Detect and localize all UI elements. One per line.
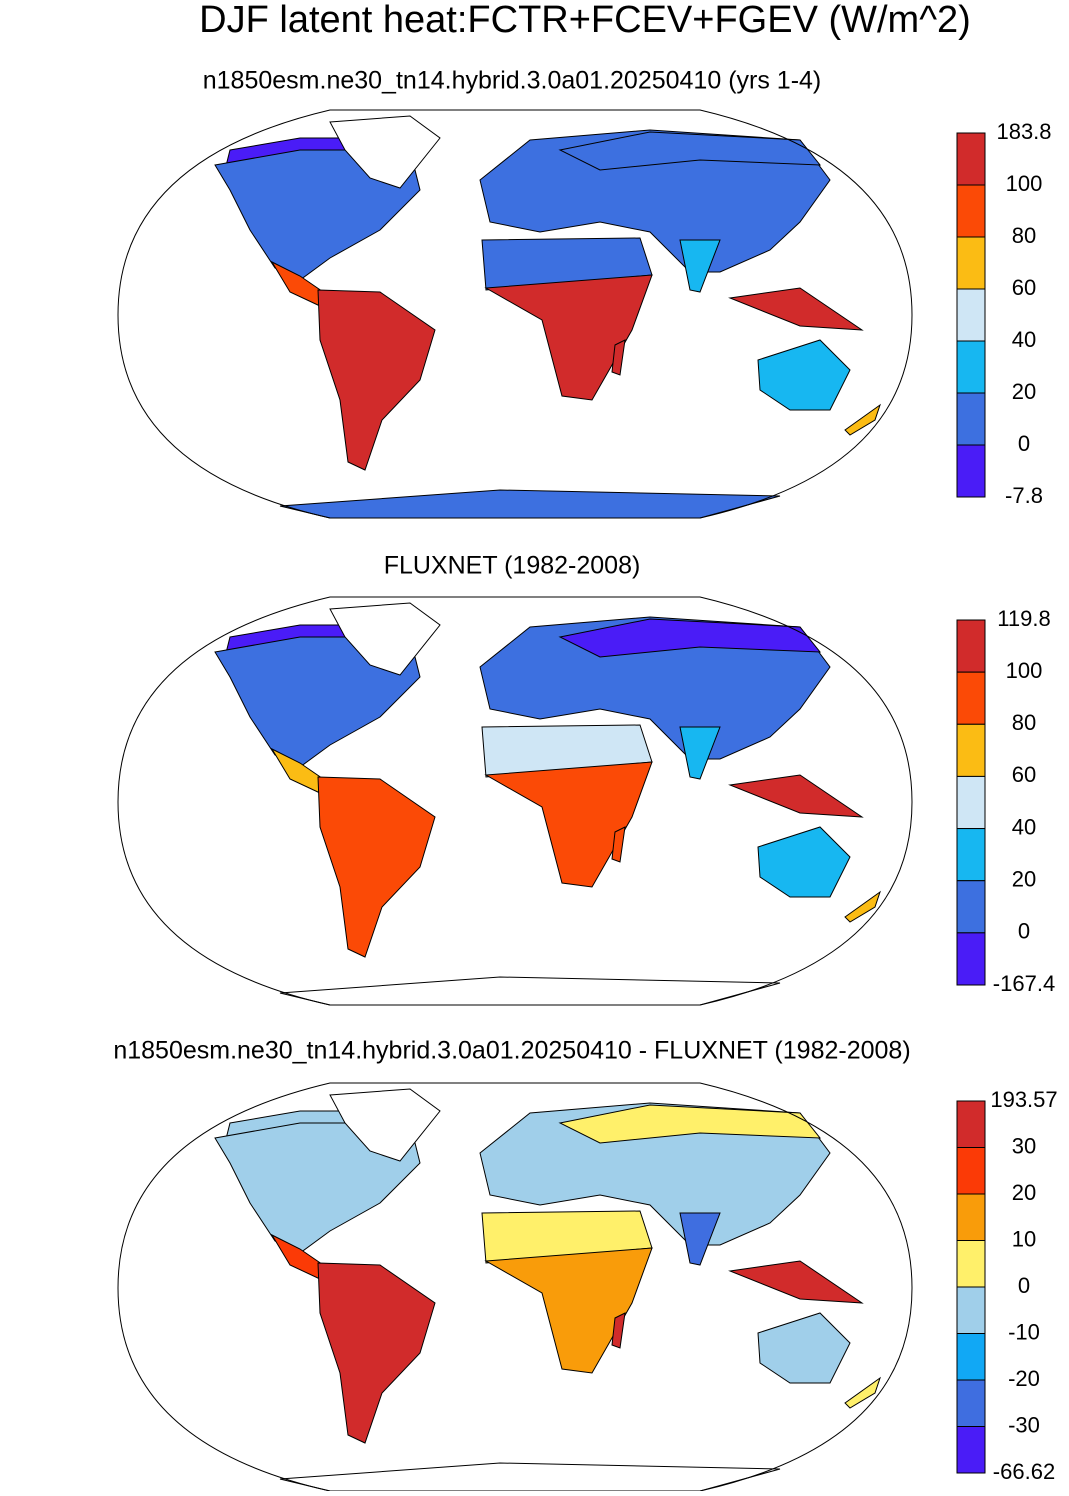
land-region bbox=[558, 1104, 822, 1144]
colorbar-swatch bbox=[956, 392, 986, 446]
land-region bbox=[558, 618, 822, 658]
colorbar-label: -30 bbox=[1008, 1412, 1040, 1437]
land-region bbox=[844, 890, 881, 923]
map-outline bbox=[117, 109, 913, 519]
colorbar-swatch bbox=[956, 1286, 986, 1334]
land-region bbox=[728, 287, 864, 331]
land-region bbox=[317, 1262, 436, 1444]
land-region bbox=[679, 726, 721, 780]
colorbar-swatch bbox=[956, 132, 986, 186]
land-region bbox=[728, 1260, 864, 1304]
land-region bbox=[329, 602, 441, 676]
panel-subtitle: n1850esm.ne30_tn14.hybrid.3.0a01.2025041… bbox=[203, 67, 822, 95]
colorbar-label: -167.4 bbox=[993, 971, 1055, 996]
figure-title: DJF latent heat:FCTR+FCEV+FGEV (W/m^2) bbox=[199, 0, 971, 41]
colorbar-label: 80 bbox=[1012, 710, 1036, 735]
colorbar-label: 80 bbox=[1012, 223, 1036, 248]
land-region bbox=[484, 1247, 653, 1374]
panel-subtitle: FLUXNET (1982-2008) bbox=[384, 552, 641, 580]
land-region bbox=[844, 403, 881, 436]
land-region bbox=[728, 774, 864, 818]
colorbar-label: 0 bbox=[1018, 919, 1030, 944]
colorbar-swatch bbox=[956, 723, 986, 777]
colorbar-swatch bbox=[956, 184, 986, 238]
colorbar-swatch bbox=[956, 1240, 986, 1288]
colorbar-swatch bbox=[956, 1147, 986, 1195]
colorbar-swatch bbox=[956, 444, 986, 498]
land-region bbox=[317, 776, 436, 958]
colorbar-label: 40 bbox=[1012, 814, 1036, 839]
colorbar-label: 20 bbox=[1012, 379, 1036, 404]
colorbar-swatch bbox=[956, 340, 986, 394]
colorbar-swatch bbox=[956, 1100, 986, 1148]
land-region bbox=[479, 1102, 831, 1246]
land-region bbox=[329, 115, 441, 189]
colorbar-label: 20 bbox=[1012, 1180, 1036, 1205]
colorbar-label: 0 bbox=[1018, 1273, 1030, 1298]
colorbar-label: -66.62 bbox=[993, 1459, 1055, 1484]
colorbar-swatch bbox=[956, 1193, 986, 1241]
colorbar-label: -20 bbox=[1008, 1366, 1040, 1391]
colorbar-swatch bbox=[956, 619, 986, 673]
colorbar-label: 193.57 bbox=[990, 1087, 1057, 1112]
land-region bbox=[611, 339, 626, 376]
colorbar-label: 119.8 bbox=[997, 606, 1050, 631]
colorbar-label: 30 bbox=[1012, 1133, 1036, 1158]
colorbar-swatch bbox=[956, 1426, 986, 1474]
colorbar-label: 10 bbox=[1012, 1226, 1036, 1251]
colorbar-swatch bbox=[956, 880, 986, 934]
land-region bbox=[757, 339, 851, 411]
colorbar-label: -10 bbox=[1008, 1319, 1040, 1344]
map bbox=[117, 596, 913, 1006]
colorbar-label: 100 bbox=[1006, 171, 1043, 196]
colorbar-swatch bbox=[956, 828, 986, 882]
map-outline bbox=[117, 596, 913, 1006]
land-region bbox=[844, 1376, 881, 1409]
colorbar-swatch bbox=[956, 236, 986, 290]
colorbar-swatch bbox=[956, 1333, 986, 1381]
colorbar-label: 100 bbox=[1006, 658, 1043, 683]
panel-subtitle: n1850esm.ne30_tn14.hybrid.3.0a01.2025041… bbox=[113, 1037, 910, 1065]
map bbox=[117, 1082, 913, 1492]
land-region bbox=[679, 1212, 721, 1266]
land-region bbox=[317, 289, 436, 471]
land-region bbox=[611, 826, 626, 863]
map bbox=[117, 109, 913, 519]
colorbar-label: -7.8 bbox=[1005, 483, 1043, 508]
colorbar-swatch bbox=[956, 932, 986, 986]
land-region bbox=[329, 1088, 441, 1162]
land-region bbox=[558, 131, 822, 171]
colorbar-label: 0 bbox=[1018, 431, 1030, 456]
land-region bbox=[479, 129, 831, 273]
land-region bbox=[679, 239, 721, 293]
colorbar-label: 60 bbox=[1012, 275, 1036, 300]
land-region bbox=[484, 274, 653, 401]
land-region bbox=[757, 1312, 851, 1384]
colorbar-swatch bbox=[956, 671, 986, 725]
land-region bbox=[757, 826, 851, 898]
colorbar-swatch bbox=[956, 288, 986, 342]
colorbar-label: 60 bbox=[1012, 762, 1036, 787]
colorbar-label: 20 bbox=[1012, 867, 1036, 892]
colorbar-label: 183.8 bbox=[996, 119, 1051, 144]
colorbar-label: 40 bbox=[1012, 327, 1036, 352]
land-region bbox=[484, 761, 653, 888]
colorbar-swatch bbox=[956, 775, 986, 830]
land-region bbox=[479, 616, 831, 760]
colorbar-swatch bbox=[956, 1379, 986, 1427]
land-region bbox=[611, 1312, 626, 1349]
